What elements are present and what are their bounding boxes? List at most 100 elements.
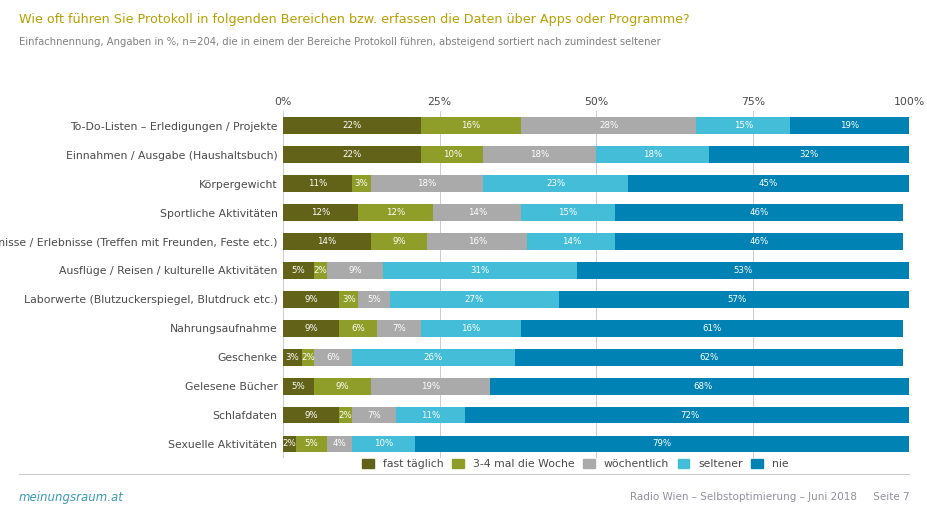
Bar [521, 118, 695, 134]
Text: 2%: 2% [282, 439, 296, 449]
Text: 31%: 31% [470, 266, 489, 275]
Text: 5%: 5% [291, 266, 305, 275]
Bar [296, 436, 326, 452]
Bar [301, 349, 314, 366]
Bar [351, 349, 514, 366]
Text: 3%: 3% [286, 353, 299, 362]
Text: 10%: 10% [442, 150, 462, 159]
Text: 11%: 11% [308, 179, 326, 188]
Text: 26%: 26% [424, 353, 442, 362]
Bar [708, 147, 908, 163]
Text: 15%: 15% [733, 121, 752, 131]
Text: 16%: 16% [467, 237, 487, 246]
Bar [283, 349, 301, 366]
Text: 22%: 22% [342, 150, 362, 159]
Bar [521, 320, 902, 337]
Bar [314, 349, 351, 366]
Text: 16%: 16% [461, 121, 480, 131]
Bar [421, 147, 483, 163]
Bar [314, 262, 326, 279]
Text: 79%: 79% [652, 439, 671, 449]
Bar [395, 407, 464, 423]
Text: 7%: 7% [366, 411, 380, 420]
Bar [339, 320, 376, 337]
Bar [351, 407, 396, 423]
Bar [326, 436, 351, 452]
Text: 5%: 5% [291, 382, 305, 391]
Bar [521, 204, 615, 221]
Text: 9%: 9% [336, 382, 349, 391]
Text: 32%: 32% [799, 150, 818, 159]
Text: 14%: 14% [561, 237, 580, 246]
Text: 22%: 22% [342, 121, 362, 131]
Text: 9%: 9% [348, 266, 362, 275]
Bar [283, 436, 296, 452]
Text: Radio Wien – Selbstoptimierung – Juni 2018     Seite 7: Radio Wien – Selbstoptimierung – Juni 20… [629, 492, 908, 502]
Bar [283, 233, 371, 250]
Bar [615, 204, 902, 221]
Bar [283, 204, 358, 221]
Bar [489, 378, 915, 395]
Bar [326, 262, 383, 279]
Text: 61%: 61% [702, 324, 721, 333]
Text: 9%: 9% [304, 324, 318, 333]
Bar [283, 407, 339, 423]
Text: 14%: 14% [467, 208, 487, 217]
Text: 19%: 19% [840, 121, 858, 131]
Bar [426, 233, 527, 250]
Bar [514, 349, 902, 366]
Text: 10%: 10% [374, 439, 392, 449]
Text: Einfachnennung, Angaben in %, n=204, die in einem der Bereiche Protokoll führen,: Einfachnennung, Angaben in %, n=204, die… [19, 37, 660, 47]
Text: 19%: 19% [420, 382, 439, 391]
Bar [464, 407, 915, 423]
Bar [483, 175, 627, 192]
Bar [283, 262, 314, 279]
Bar [376, 320, 421, 337]
Bar [339, 291, 358, 308]
Bar [283, 320, 339, 337]
Bar [351, 436, 414, 452]
Bar [371, 233, 426, 250]
Legend: fast täglich, 3-4 mal die Woche, wöchentlich, seltener, nie: fast täglich, 3-4 mal die Woche, wöchent… [358, 455, 792, 474]
Bar [790, 118, 908, 134]
Bar [433, 204, 521, 221]
Text: 46%: 46% [749, 208, 768, 217]
Bar [358, 204, 433, 221]
Text: 6%: 6% [326, 353, 339, 362]
Text: 4%: 4% [332, 439, 346, 449]
Bar [615, 233, 902, 250]
Text: 23%: 23% [545, 179, 565, 188]
Bar [483, 147, 595, 163]
Bar [421, 320, 521, 337]
Text: meinungsraum.at: meinungsraum.at [19, 491, 123, 504]
Bar [283, 147, 421, 163]
Text: 72%: 72% [679, 411, 699, 420]
Text: 9%: 9% [392, 237, 405, 246]
Text: 16%: 16% [461, 324, 480, 333]
Bar [421, 118, 521, 134]
Text: 2%: 2% [313, 266, 327, 275]
Text: 7%: 7% [391, 324, 405, 333]
Bar [527, 233, 615, 250]
Text: 2%: 2% [338, 411, 352, 420]
Text: 45%: 45% [758, 179, 777, 188]
Text: 5%: 5% [304, 439, 318, 449]
Text: 5%: 5% [366, 295, 380, 304]
Bar [283, 291, 339, 308]
Text: 3%: 3% [341, 295, 355, 304]
Text: 18%: 18% [529, 150, 549, 159]
Bar [371, 378, 489, 395]
Bar [627, 175, 908, 192]
Bar [339, 407, 351, 423]
Text: 6%: 6% [351, 324, 364, 333]
Bar [414, 436, 908, 452]
Bar [558, 291, 915, 308]
Bar [695, 118, 790, 134]
Text: 18%: 18% [417, 179, 437, 188]
Text: Wie oft führen Sie Protokoll in folgenden Bereichen bzw. erfassen die Daten über: Wie oft führen Sie Protokoll in folgende… [19, 13, 689, 26]
Text: 57%: 57% [727, 295, 746, 304]
Bar [283, 175, 351, 192]
Bar [283, 378, 314, 395]
Text: 68%: 68% [692, 382, 712, 391]
Text: 14%: 14% [317, 237, 337, 246]
